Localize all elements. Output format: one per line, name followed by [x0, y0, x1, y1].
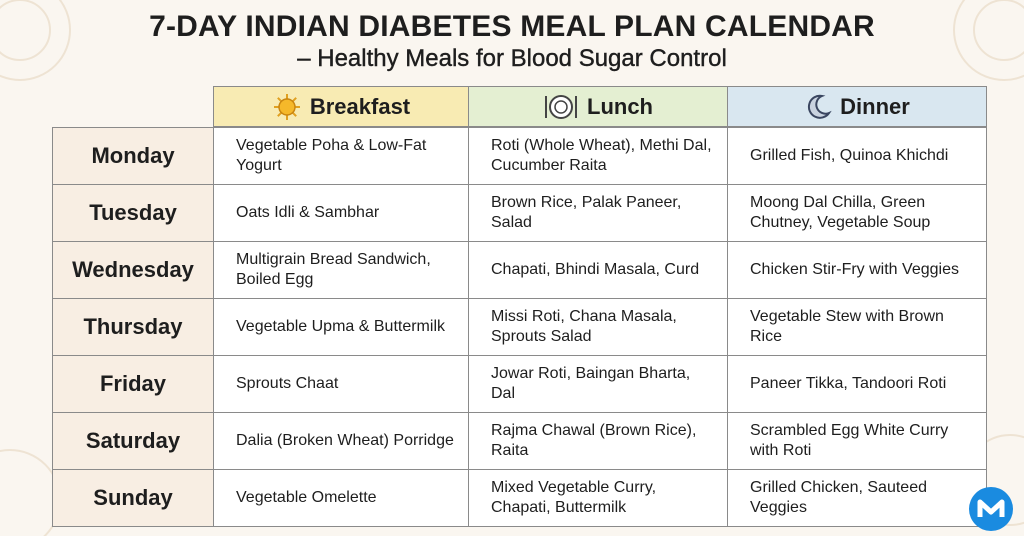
meal-cell: Moong Dal Chilla, Green Chutney, Vegetab…: [727, 184, 987, 242]
meal-cell: Brown Rice, Palak Paneer, Salad: [468, 184, 728, 242]
meal-cell: Vegetable Poha & Low-Fat Yogurt: [213, 127, 469, 185]
cell-text: Brown Rice, Palak Paneer, Salad: [491, 194, 682, 231]
meal-cell: Roti (Whole Wheat), Methi Dal, Cucumber …: [468, 127, 728, 185]
meal-cell: Vegetable Upma & Buttermilk: [213, 298, 469, 356]
cell-text: Friday: [99, 371, 167, 396]
meal-cell: Vegetable Stew with Brown Rice: [727, 298, 987, 356]
cell-text: Grilled Chicken, Sauteed Veggies: [750, 479, 927, 516]
cell-text: Mixed Vegetable Curry, Chapati, Buttermi…: [491, 479, 657, 516]
cell-text: Moong Dal Chilla, Green Chutney, Vegetab…: [750, 194, 931, 231]
meal-cell: Jowar Roti, Baingan Bharta, Dal: [468, 355, 728, 413]
column-header: Lunch: [468, 86, 728, 127]
cell-text: Chapati, Bhindi Masala, Curd: [491, 261, 700, 278]
cell-text: Vegetable Poha & Low-Fat Yogurt: [236, 137, 427, 174]
cell-text: Multigrain Bread Sandwich, Boiled Egg: [236, 251, 431, 288]
day-cell: Monday: [52, 127, 214, 185]
meal-cell: Rajma Chawal (Brown Rice), Raita: [468, 412, 728, 470]
cell-text: Thursday: [83, 314, 183, 339]
meal-cell: Chicken Stir-Fry with Veggies: [727, 241, 987, 299]
meal-cell: Dalia (Broken Wheat) Porridge: [213, 412, 469, 470]
header-text: Dinner: [840, 93, 910, 119]
logo: [969, 487, 1013, 531]
cell-text: Rajma Chawal (Brown Rice), Raita: [491, 422, 697, 459]
day-cell: Friday: [52, 355, 214, 413]
cell-text: Vegetable Omelette: [236, 489, 377, 506]
subtitle: – Healthy Meals for Blood Sugar Control: [297, 45, 727, 72]
cell-text: Roti (Whole Wheat), Methi Dal, Cucumber …: [491, 137, 712, 174]
meal-cell: Scrambled Egg White Curry with Roti: [727, 412, 987, 470]
cell-text: Saturday: [85, 428, 181, 453]
cell-text: Jowar Roti, Baingan Bharta, Dal: [491, 365, 691, 402]
day-cell: Thursday: [52, 298, 214, 356]
column-header: Dinner: [727, 86, 987, 127]
cell-text: Sunday: [93, 485, 173, 510]
cell-text: Grilled Fish, Quinoa Khichdi: [750, 147, 949, 164]
cell-text: Scrambled Egg White Curry with Roti: [750, 422, 949, 459]
meal-cell: Missi Roti, Chana Masala, Sprouts Salad: [468, 298, 728, 356]
title: 7-DAY INDIAN DIABETES MEAL PLAN CALENDAR: [149, 10, 875, 43]
meal-cell: Mixed Vegetable Curry, Chapati, Buttermi…: [468, 469, 728, 527]
cell-text: Dalia (Broken Wheat) Porridge: [236, 432, 454, 449]
cell-text: Vegetable Stew with Brown Rice: [750, 308, 944, 345]
day-cell: Tuesday: [52, 184, 214, 242]
meal-cell: Grilled Fish, Quinoa Khichdi: [727, 127, 987, 185]
meal-cell: Sprouts Chaat: [213, 355, 469, 413]
header-text: Lunch: [587, 93, 653, 119]
cell-text: Tuesday: [89, 200, 177, 225]
meal-cell: Oats Idli & Sambhar: [213, 184, 469, 242]
cell-text: Sprouts Chaat: [236, 375, 339, 392]
day-cell: Sunday: [52, 469, 214, 527]
meal-cell: Multigrain Bread Sandwich, Boiled Egg: [213, 241, 469, 299]
cell-text: Monday: [91, 143, 175, 168]
meal-cell: Chapati, Bhindi Masala, Curd: [468, 241, 728, 299]
day-cell: Wednesday: [52, 241, 214, 299]
cell-text: Wednesday: [72, 257, 194, 282]
column-header: Breakfast: [213, 86, 469, 127]
cell-text: Vegetable Upma & Buttermilk: [236, 318, 445, 335]
cell-text: Missi Roti, Chana Masala, Sprouts Salad: [491, 308, 677, 345]
meal-cell: Vegetable Omelette: [213, 469, 469, 527]
cell-text: Chicken Stir-Fry with Veggies: [750, 261, 959, 278]
day-cell: Saturday: [52, 412, 214, 470]
cell-text: Oats Idli & Sambhar: [236, 204, 380, 221]
meal-cell: Paneer Tikka, Tandoori Roti: [727, 355, 987, 413]
header-text: Breakfast: [309, 93, 411, 119]
meal-cell: Grilled Chicken, Sauteed Veggies: [727, 469, 987, 527]
cell-text: Paneer Tikka, Tandoori Roti: [750, 375, 947, 392]
